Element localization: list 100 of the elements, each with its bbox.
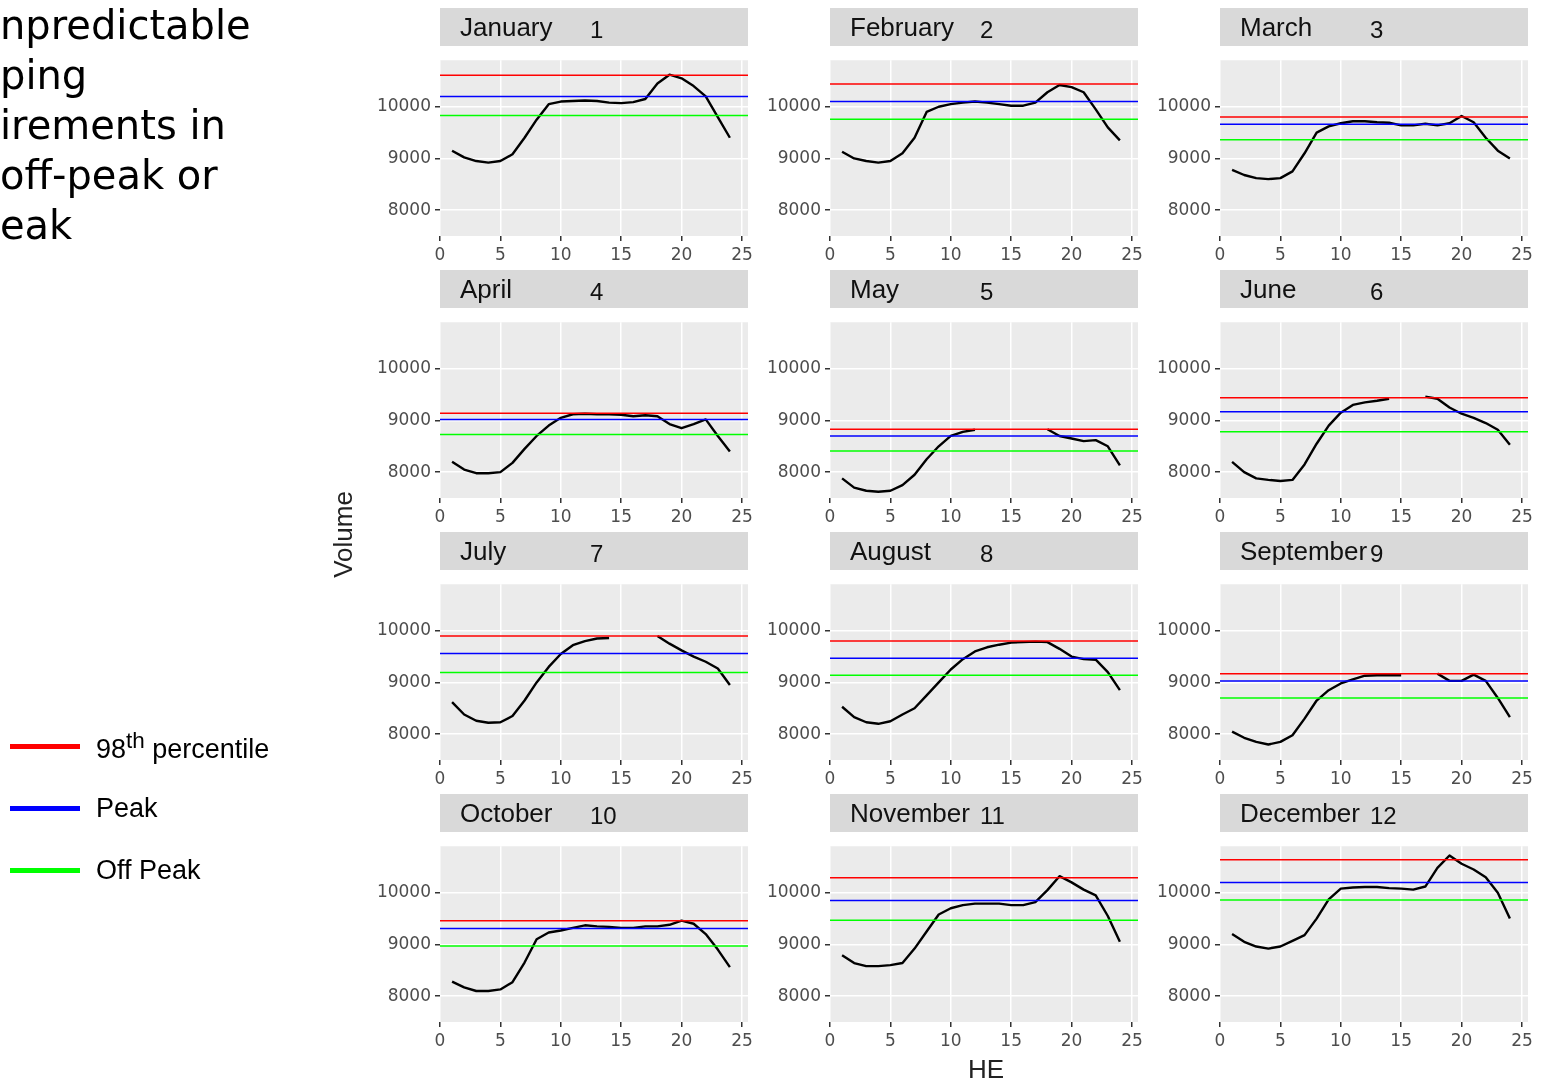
x-tick-label: 0	[1214, 243, 1226, 264]
x-tick-label: 10	[1329, 1029, 1352, 1050]
x-tick-label: 20	[1060, 505, 1083, 526]
x-tick-label: 20	[670, 243, 693, 264]
x-tick-label: 15	[610, 1029, 632, 1050]
y-tick-label: 10000	[766, 619, 821, 640]
legend-label: Peak	[96, 792, 158, 824]
x-tick-label: 5	[494, 1029, 506, 1050]
legend-label: 98$^{th}$ percentile	[96, 727, 270, 765]
y-tick-label: 9000	[1167, 408, 1211, 429]
x-tick-label: 15	[1000, 505, 1022, 526]
chart-title: September	[1240, 536, 1368, 567]
chart-title: November	[850, 798, 970, 829]
x-tick-label: 25	[1121, 767, 1143, 788]
chart-title: December	[1240, 798, 1360, 829]
chart-subtitle: 2	[980, 16, 994, 44]
y-tick-label: 10000	[1156, 881, 1211, 902]
y-axis-title: Volume	[327, 491, 359, 578]
x-tick-label: 20	[1060, 1029, 1083, 1050]
chart-subtitle: 3	[1370, 16, 1384, 44]
x-tick-label: 0	[824, 505, 836, 526]
y-tick-label: 8000	[387, 460, 431, 481]
x-tick-label: 0	[1214, 767, 1226, 788]
chart-subtitle: 10	[590, 802, 617, 830]
x-tick-label: 25	[731, 767, 753, 788]
y-tick-label: 9000	[1167, 146, 1211, 167]
text: ping	[0, 51, 89, 100]
y-tick-label: 10000	[766, 881, 821, 902]
chart-subtitle: 5	[980, 278, 994, 306]
x-tick-label: 20	[670, 1029, 693, 1050]
x-tick-label: 5	[884, 1029, 896, 1050]
y-tick-label: 9000	[777, 408, 821, 429]
x-tick-label: 5	[494, 505, 506, 526]
y-tick-label: 8000	[1167, 984, 1211, 1005]
x-tick-label: 5	[884, 505, 896, 526]
x-tick-label: 0	[1214, 505, 1226, 526]
x-tick-label: 10	[1329, 243, 1352, 264]
chart-title: March	[1240, 12, 1313, 43]
x-tick-label: 20	[1060, 243, 1083, 264]
x-tick-label: 0	[824, 243, 836, 264]
y-tick-label: 8000	[387, 722, 431, 743]
x-tick-label: 10	[549, 767, 572, 788]
x-tick-label: 10	[939, 505, 962, 526]
x-tick-label: 5	[1274, 767, 1286, 788]
x-tick-label: 25	[1121, 243, 1143, 264]
x-tick-label: 15	[1000, 1029, 1022, 1050]
chart-title: June	[1240, 274, 1297, 305]
chart-subtitle: 11	[980, 802, 1005, 830]
x-tick-label: 0	[1214, 1029, 1226, 1050]
text: eak	[0, 201, 74, 250]
x-tick-label: 15	[1390, 1029, 1412, 1050]
y-tick-label: 10000	[376, 881, 431, 902]
y-tick-label: 10000	[1156, 95, 1211, 116]
y-tick-label: 9000	[777, 932, 821, 953]
chart-subtitle: 4	[590, 278, 604, 306]
x-tick-label: 20	[670, 505, 693, 526]
x-tick-label: 0	[434, 243, 446, 264]
x-tick-label: 25	[1511, 243, 1533, 264]
x-tick-label: 10	[549, 1029, 572, 1050]
x-tick-label: 10	[939, 243, 962, 264]
x-tick-label: 20	[1450, 505, 1473, 526]
x-tick-label: 10	[1329, 505, 1352, 526]
y-tick-label: 9000	[1167, 670, 1211, 691]
x-tick-label: 5	[494, 767, 506, 788]
chart-subtitle: 7	[590, 540, 604, 568]
x-tick-label: 25	[1121, 1029, 1143, 1050]
x-tick-label: 10	[939, 1029, 962, 1050]
x-tick-label: 20	[1450, 243, 1473, 264]
x-tick-label: 15	[1390, 767, 1412, 788]
y-tick-label: 10000	[376, 619, 431, 640]
chart-title: January	[460, 12, 553, 43]
y-tick-label: 10000	[766, 357, 821, 378]
y-tick-label: 10000	[376, 95, 431, 116]
y-tick-label: 8000	[1167, 460, 1211, 481]
x-tick-label: 20	[1060, 767, 1083, 788]
y-tick-label: 9000	[387, 408, 431, 429]
x-tick-label: 15	[610, 505, 632, 526]
y-tick-label: 9000	[387, 932, 431, 953]
x-tick-label: 5	[884, 767, 896, 788]
x-tick-label: 25	[731, 1029, 753, 1050]
y-tick-label: 9000	[387, 146, 431, 167]
y-tick-label: 9000	[1167, 932, 1211, 953]
x-tick-label: 0	[824, 1029, 836, 1050]
x-tick-label: 25	[731, 243, 753, 264]
x-tick-label: 5	[1274, 505, 1286, 526]
x-tick-label: 25	[1121, 505, 1143, 526]
y-tick-label: 9000	[777, 670, 821, 691]
chart-title: August	[850, 536, 931, 567]
y-tick-label: 8000	[1167, 722, 1211, 743]
legend-label: Off Peak	[96, 854, 201, 886]
x-tick-label: 15	[1000, 767, 1022, 788]
x-tick-label: 15	[610, 243, 632, 264]
x-axis-title: HE	[968, 1054, 1005, 1085]
x-tick-label: 25	[731, 505, 753, 526]
x-tick-label: 0	[434, 767, 446, 788]
y-tick-label: 9000	[777, 146, 821, 167]
x-tick-label: 10	[939, 767, 962, 788]
x-tick-label: 15	[1000, 243, 1022, 264]
x-tick-label: 15	[1390, 243, 1412, 264]
x-tick-label: 15	[610, 767, 632, 788]
